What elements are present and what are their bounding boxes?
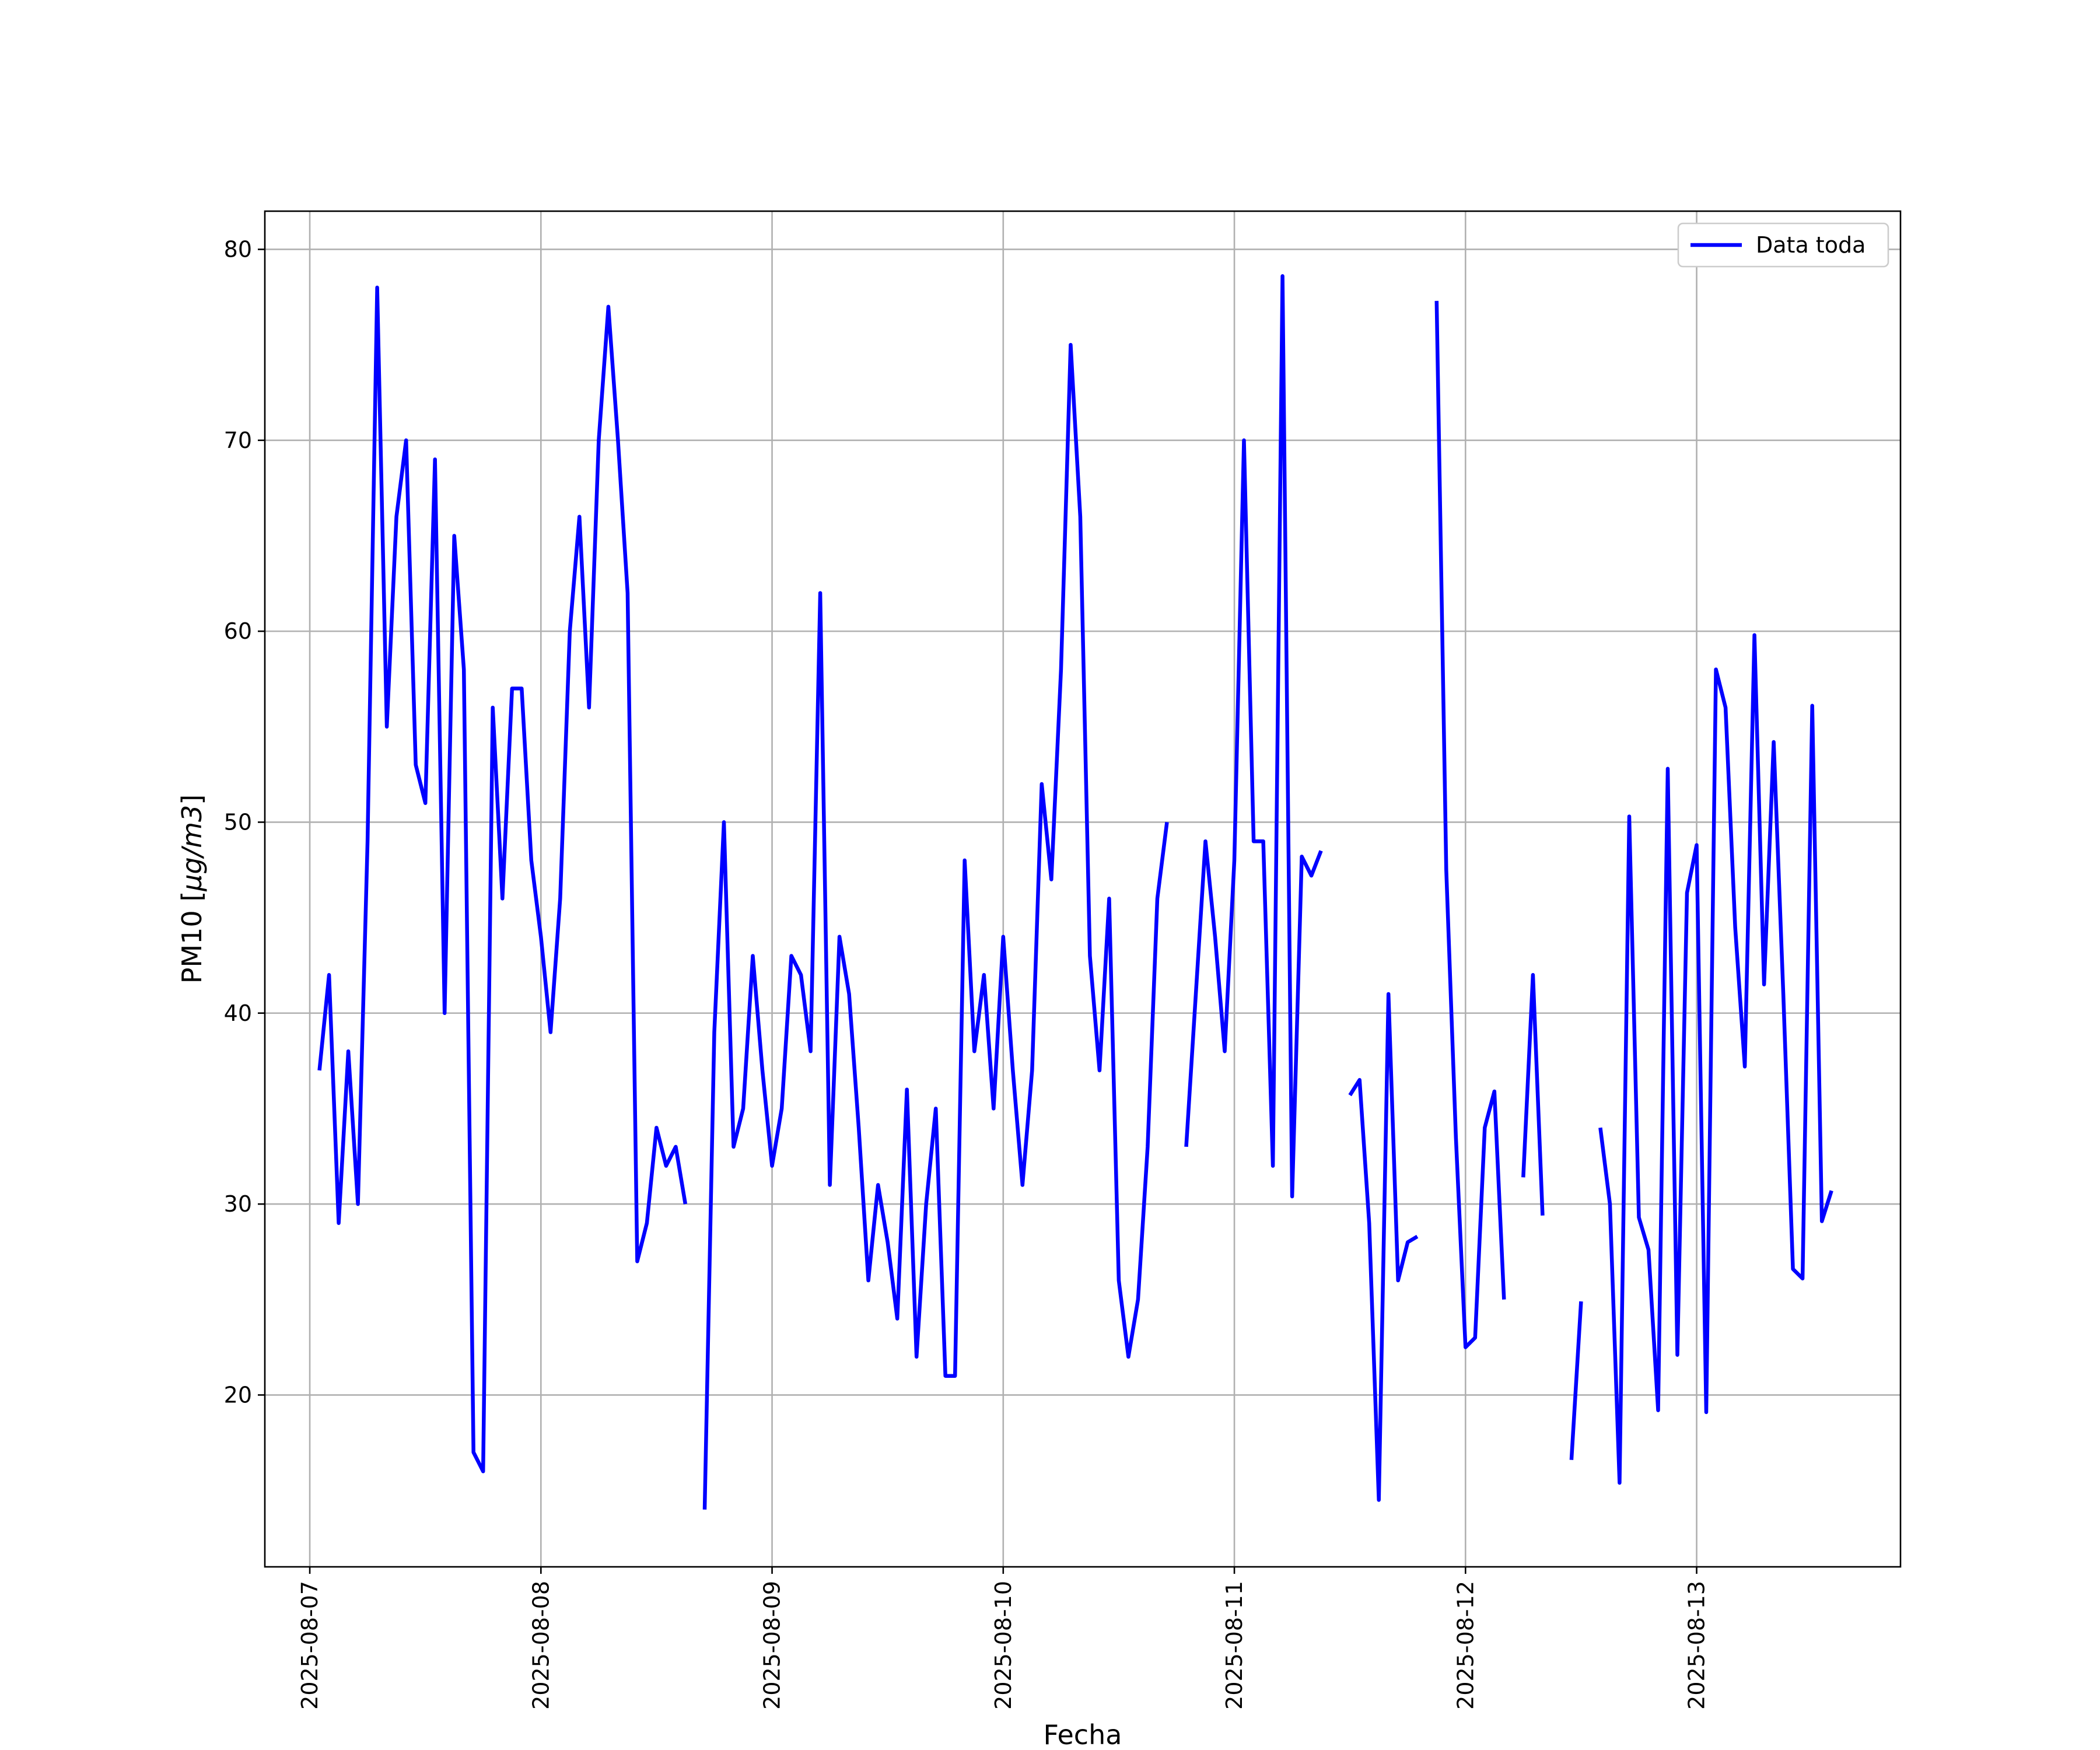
x-axis-label: Fecha — [1044, 1719, 1122, 1750]
x-tick-label: 2025-08-10 — [991, 1581, 1016, 1710]
y-tick-label: 20 — [224, 1382, 252, 1408]
y-axis-label-math: μg/m3 — [176, 805, 208, 892]
x-tick-label: 2025-08-07 — [297, 1581, 323, 1710]
y-tick-label: 50 — [224, 809, 252, 835]
x-tick-label: 2025-08-12 — [1452, 1581, 1478, 1710]
y-axis-label-suffix: ] — [176, 794, 208, 805]
y-tick-label: 80 — [224, 236, 252, 262]
y-tick-label: 70 — [224, 428, 252, 453]
x-tick-label: 2025-08-13 — [1684, 1581, 1710, 1710]
y-axis-label: PM10 [μg/m3] — [176, 794, 208, 984]
y-axis-label-prefix: PM10 [ — [176, 891, 208, 984]
legend-label: Data toda — [1756, 232, 1866, 258]
legend: Data toda — [1677, 222, 1889, 268]
series-line-0 — [317, 274, 1833, 1510]
y-tick-label: 30 — [224, 1191, 252, 1217]
y-tick-label: 40 — [224, 1000, 252, 1026]
tick-layer: 2025-08-07 2025-08-08 2025-08-09 2025-08-10… — [224, 236, 1710, 1709]
y-tick-label: 60 — [224, 618, 252, 644]
x-tick-label: 2025-08-11 — [1222, 1581, 1247, 1710]
legend-box — [1677, 222, 1889, 268]
x-tick-label: 2025-08-08 — [528, 1581, 554, 1710]
plot-frame — [264, 210, 1902, 1568]
x-tick-label: 2025-08-09 — [760, 1581, 785, 1710]
series-layer — [317, 274, 1833, 1510]
